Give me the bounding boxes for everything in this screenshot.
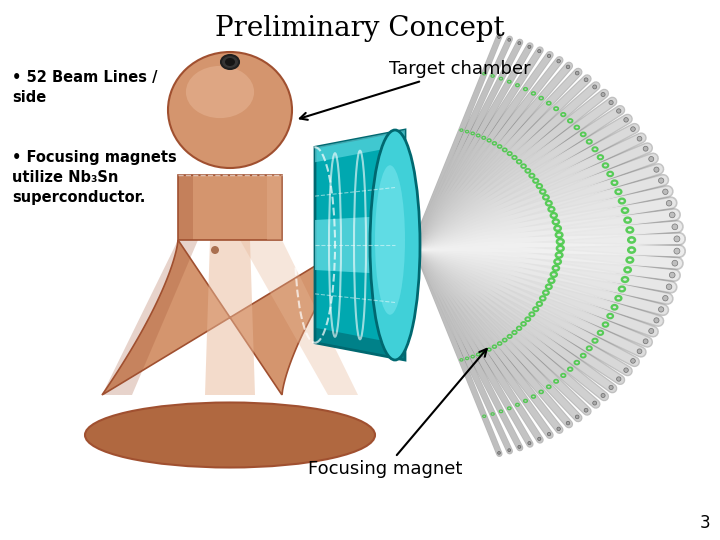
Ellipse shape (670, 212, 675, 218)
Ellipse shape (593, 85, 597, 89)
Ellipse shape (498, 36, 500, 38)
Ellipse shape (584, 78, 588, 82)
Ellipse shape (518, 42, 521, 45)
Ellipse shape (631, 359, 635, 363)
Text: • 52 Beam Lines /
side: • 52 Beam Lines / side (12, 70, 158, 105)
Ellipse shape (616, 377, 621, 381)
Ellipse shape (672, 224, 678, 230)
Text: Target chamber: Target chamber (300, 60, 531, 120)
Ellipse shape (557, 427, 560, 430)
Ellipse shape (498, 451, 500, 454)
Polygon shape (178, 175, 193, 240)
Polygon shape (102, 240, 198, 395)
Ellipse shape (674, 248, 680, 254)
Ellipse shape (566, 421, 570, 425)
Text: Preliminary Concept: Preliminary Concept (215, 15, 505, 42)
Polygon shape (315, 130, 405, 162)
Ellipse shape (659, 178, 664, 183)
Ellipse shape (654, 318, 659, 323)
Ellipse shape (547, 433, 551, 436)
Ellipse shape (643, 146, 648, 151)
Polygon shape (315, 215, 405, 275)
Polygon shape (267, 175, 282, 240)
Ellipse shape (616, 109, 621, 113)
Ellipse shape (659, 307, 664, 312)
Ellipse shape (674, 236, 680, 242)
Ellipse shape (211, 246, 219, 254)
Ellipse shape (528, 442, 531, 444)
Ellipse shape (643, 339, 648, 344)
Ellipse shape (566, 65, 570, 69)
Ellipse shape (601, 92, 605, 97)
Ellipse shape (538, 437, 541, 441)
Polygon shape (102, 240, 358, 395)
Polygon shape (205, 240, 255, 395)
Ellipse shape (508, 449, 510, 451)
Ellipse shape (593, 401, 597, 405)
Ellipse shape (575, 415, 579, 418)
Ellipse shape (670, 272, 675, 278)
Ellipse shape (225, 58, 235, 66)
Ellipse shape (557, 59, 560, 63)
Ellipse shape (637, 136, 642, 141)
Ellipse shape (637, 349, 642, 354)
Ellipse shape (221, 55, 239, 69)
Polygon shape (240, 240, 358, 395)
Ellipse shape (85, 402, 375, 468)
Ellipse shape (584, 408, 588, 412)
Ellipse shape (370, 130, 420, 360)
Ellipse shape (666, 284, 672, 289)
Ellipse shape (375, 165, 405, 315)
Ellipse shape (624, 118, 629, 122)
Ellipse shape (662, 295, 668, 301)
Ellipse shape (672, 260, 678, 266)
Ellipse shape (649, 328, 654, 334)
Text: Focusing magnet: Focusing magnet (308, 349, 487, 478)
Polygon shape (315, 130, 405, 360)
Text: 3: 3 (699, 514, 710, 532)
Ellipse shape (186, 66, 254, 118)
Ellipse shape (666, 200, 672, 206)
Ellipse shape (649, 157, 654, 161)
Ellipse shape (575, 71, 579, 75)
Polygon shape (315, 328, 405, 360)
Ellipse shape (609, 386, 613, 389)
Ellipse shape (518, 446, 521, 448)
Ellipse shape (168, 52, 292, 168)
Text: • Focusing magnets
utilize Nb₃Sn
superconductor.: • Focusing magnets utilize Nb₃Sn superco… (12, 150, 176, 205)
Ellipse shape (547, 54, 551, 58)
Ellipse shape (654, 167, 659, 172)
Ellipse shape (609, 100, 613, 105)
Ellipse shape (631, 127, 635, 131)
Ellipse shape (538, 50, 541, 53)
Ellipse shape (508, 38, 510, 41)
Ellipse shape (601, 394, 605, 397)
Polygon shape (178, 175, 282, 240)
Ellipse shape (624, 368, 629, 373)
Ellipse shape (528, 45, 531, 49)
Ellipse shape (662, 189, 668, 194)
